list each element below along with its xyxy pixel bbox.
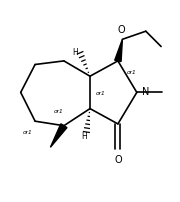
Text: or1: or1: [95, 90, 105, 95]
Text: O: O: [118, 25, 125, 35]
Text: O: O: [114, 154, 122, 164]
Text: or1: or1: [22, 129, 32, 134]
Polygon shape: [50, 124, 67, 148]
Text: or1: or1: [127, 70, 136, 75]
Text: H: H: [72, 48, 78, 57]
Text: H: H: [82, 132, 87, 141]
Text: or1: or1: [54, 108, 64, 113]
Text: N: N: [142, 86, 149, 96]
Polygon shape: [115, 40, 122, 62]
